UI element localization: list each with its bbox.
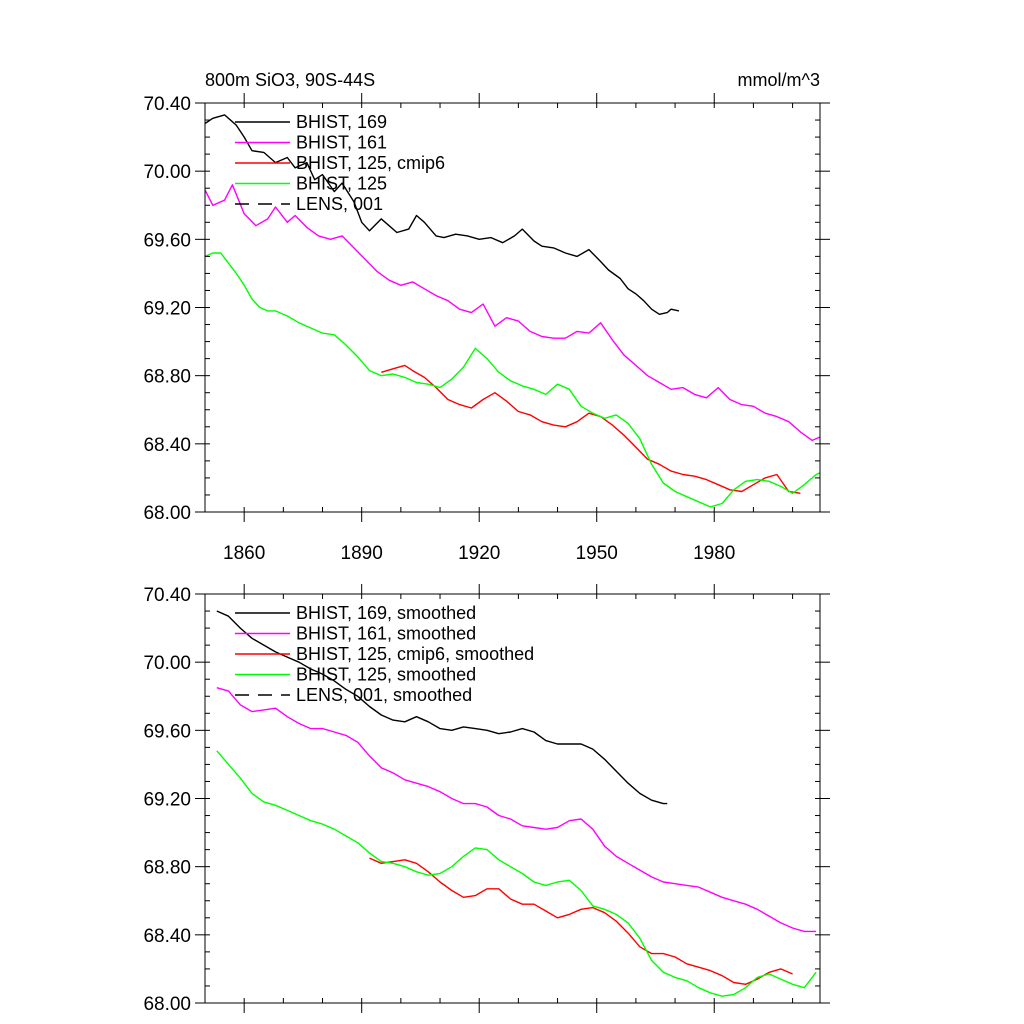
- legend-label-2: BHIST, 161: [296, 133, 387, 153]
- bottom-plot-panel: 70.40 70.00 69.60 69.20 68.80 68.40 68.00 BHIST…: [143, 584, 830, 1015]
- y-tick-label: 70.40: [143, 585, 191, 606]
- legend-label-1: BHIST, 169: [296, 112, 387, 132]
- x-tick-label: 1890: [341, 543, 383, 564]
- chart-title: 800m SiO3, 90S-44S: [205, 70, 375, 90]
- legend-label-3: BHIST, 125, cmip6, smoothed: [296, 644, 534, 664]
- series-line-4: [204, 252, 821, 508]
- x-tick-label: 1860: [223, 543, 265, 564]
- y-tick-label: 70.00: [143, 653, 191, 674]
- units-label: mmol/m^3: [738, 70, 820, 90]
- series-line-4: [216, 750, 817, 997]
- legend-label-2: BHIST, 161, smoothed: [296, 624, 476, 644]
- y-tick-label: 70.00: [143, 162, 191, 183]
- y-tick-label: 68.80: [143, 367, 191, 388]
- top-plot-panel: 70.40 70.00 69.60 69.20 68.80 68.40 68.00 1860 1…: [143, 93, 830, 564]
- series-line-3: [381, 364, 801, 494]
- legend-label-4: BHIST, 125: [296, 174, 387, 194]
- series-line-1: [216, 610, 668, 805]
- y-tick-label: 68.80: [143, 858, 191, 879]
- series-line-1: [204, 114, 680, 315]
- y-tick-label: 68.00: [143, 503, 191, 524]
- x-tick-label: 1980: [693, 543, 735, 564]
- y-tick-label: 69.60: [143, 230, 191, 251]
- series-line-2: [216, 687, 817, 933]
- y-tick-label: 69.20: [143, 299, 191, 320]
- legend-label-4: BHIST, 125, smoothed: [296, 665, 476, 685]
- legend-label-5: LENS, 001: [296, 194, 383, 214]
- y-tick-label: 69.20: [143, 790, 191, 811]
- legend-label-1: BHIST, 169, smoothed: [296, 603, 476, 623]
- series-line-2: [204, 184, 821, 442]
- legend-label-3: BHIST, 125, cmip6: [296, 153, 445, 173]
- y-tick-label: 70.40: [143, 94, 191, 115]
- y-tick-label: 68.40: [143, 435, 191, 456]
- x-tick-label: 1920: [458, 543, 500, 564]
- series-line-3: [369, 857, 793, 985]
- x-tick-label: 1950: [576, 543, 618, 564]
- y-tick-label: 68.40: [143, 926, 191, 947]
- y-tick-label: 69.60: [143, 721, 191, 742]
- legend-label-5: LENS, 001, smoothed: [296, 685, 472, 705]
- y-tick-label: 68.00: [143, 994, 191, 1015]
